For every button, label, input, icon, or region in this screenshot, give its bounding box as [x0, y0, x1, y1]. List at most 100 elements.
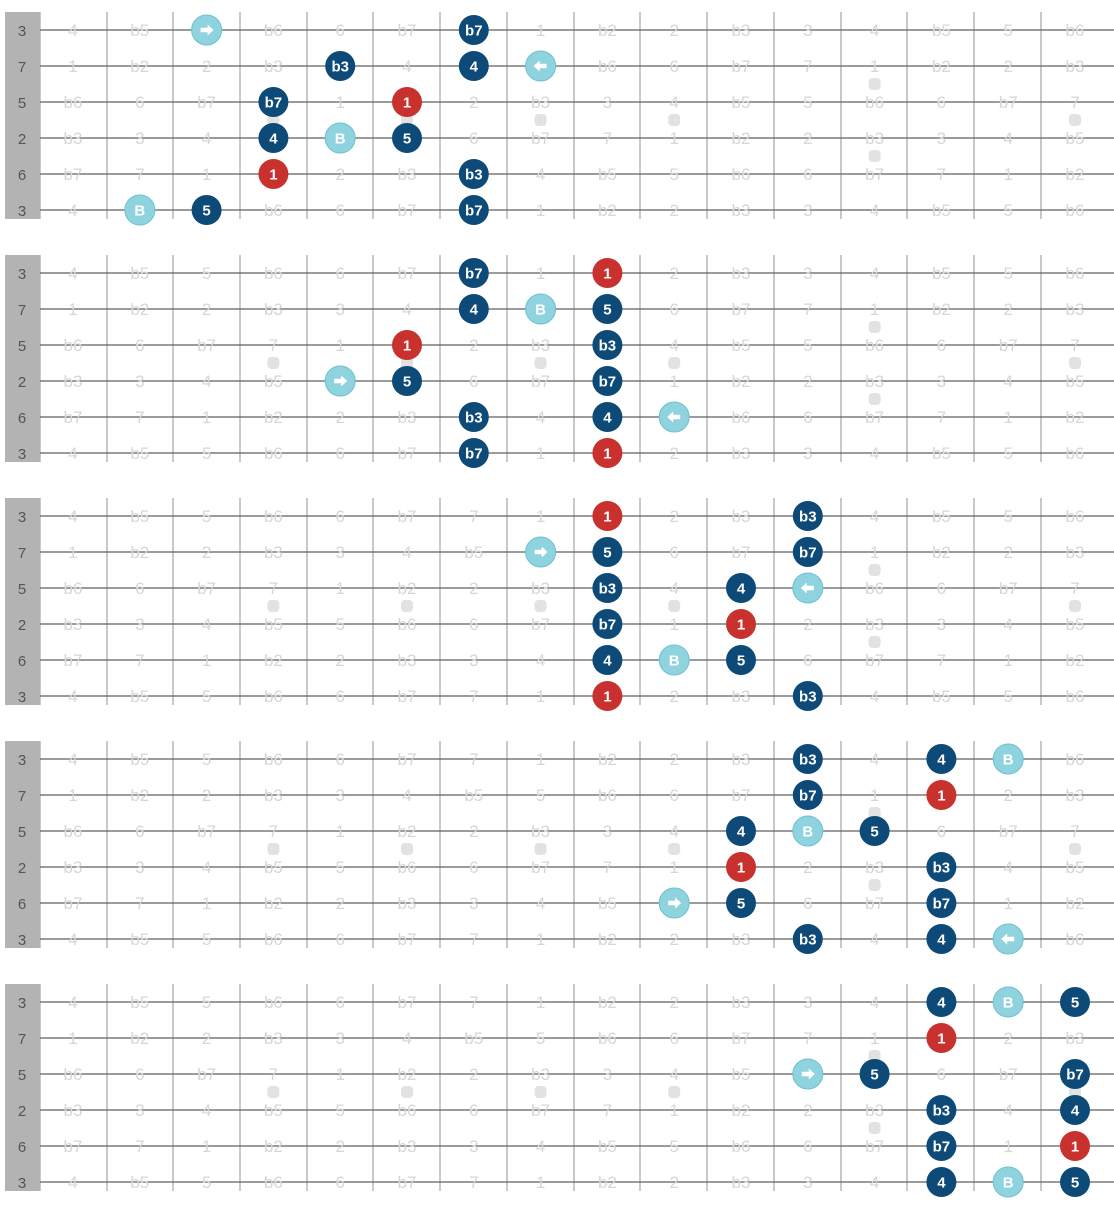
scale-note-dot: b3	[926, 852, 957, 882]
faded-interval-label: b2	[598, 993, 617, 1012]
string-tuning-label: 3	[18, 689, 26, 706]
note-label: b3	[933, 860, 951, 877]
faded-interval-label: b5	[130, 993, 149, 1012]
faded-interval-label: 2	[335, 651, 344, 670]
faded-interval-label: 1	[536, 750, 545, 769]
string-tuning-label: 2	[18, 1103, 26, 1120]
faded-interval-label: b5	[264, 1101, 283, 1120]
faded-interval-label: 6	[469, 858, 478, 877]
fretboard-diagram-3: 3 7 5 2 6 3 4 b5 5 b6 6 b7 7 1 b2 2 b3 3 4 b5 5 b6 1 b2 2 b3 3 4 b5 5…	[0, 492, 1114, 711]
faded-interval-label: b5	[464, 1029, 483, 1048]
faded-interval-label: 4	[536, 894, 545, 913]
faded-interval-label: 2	[202, 57, 211, 76]
faded-interval-label: 2	[669, 21, 678, 40]
faded-interval-label: 3	[937, 129, 946, 148]
faded-interval-label: b5	[932, 444, 951, 463]
scale-note-dot: b7	[458, 258, 489, 288]
faded-interval-label: b6	[865, 579, 884, 598]
fret-inlay-dot	[1069, 600, 1081, 612]
faded-interval-label: 6	[469, 615, 478, 634]
fret-inlay-dot	[668, 357, 681, 369]
faded-interval-label: 5	[202, 687, 211, 706]
faded-interval-label: b5	[1066, 858, 1085, 877]
faded-interval-label: 2	[1003, 543, 1012, 562]
faded-interval-label: b3	[264, 543, 283, 562]
scale-note-dot: b7	[592, 366, 623, 396]
faded-interval-label: b6	[598, 1029, 617, 1048]
faded-interval-label: b3	[1066, 786, 1085, 805]
faded-interval-label: 7	[603, 858, 612, 877]
fret-inlay-dot	[868, 393, 881, 405]
faded-interval-label: b5	[932, 201, 951, 220]
faded-interval-label: b6	[264, 1173, 283, 1192]
faded-interval-label: 1	[202, 1137, 211, 1156]
faded-interval-label: b3	[732, 201, 751, 220]
faded-interval-label: b3	[1066, 543, 1085, 562]
faded-interval-label: 4	[68, 507, 77, 526]
faded-interval-label: b7	[865, 894, 884, 913]
faded-interval-label: b2	[598, 1173, 617, 1192]
scale-note-dot: 5	[392, 123, 422, 153]
faded-interval-label: b2	[130, 57, 149, 76]
scale-note-dot: 4	[926, 987, 957, 1017]
faded-interval-label: 2	[803, 858, 812, 877]
scale-note-dot: b7	[458, 15, 489, 45]
fret-inlay-dot	[868, 807, 881, 819]
faded-interval-label: 4	[402, 786, 411, 805]
faded-interval-label: b7	[531, 615, 550, 634]
fret-inlay-dot	[668, 114, 681, 126]
faded-interval-label: b6	[64, 1065, 83, 1084]
faded-interval-label: 4	[870, 444, 879, 463]
scale-note-dot: 4	[458, 294, 489, 324]
faded-interval-label: b2	[264, 894, 283, 913]
note-label: b3	[933, 1103, 951, 1120]
faded-interval-label: b2	[732, 129, 751, 148]
note-label: 1	[937, 1031, 945, 1048]
faded-interval-label: b3	[531, 93, 550, 112]
faded-interval-label: 1	[68, 1029, 77, 1048]
scale-note-dot: b7	[458, 195, 489, 225]
faded-interval-label: b3	[865, 1101, 884, 1120]
faded-interval-label: 1	[68, 300, 77, 319]
faded-interval-label: b7	[732, 57, 751, 76]
faded-interval-label: b5	[464, 543, 483, 562]
note-label: 1	[937, 788, 945, 805]
blue-note-label: B	[669, 653, 680, 670]
faded-interval-label: b7	[398, 1173, 417, 1192]
faded-interval-label: 5	[335, 615, 344, 634]
faded-interval-label: 3	[135, 1101, 144, 1120]
faded-interval-label: 4	[202, 858, 211, 877]
faded-interval-label: 7	[1070, 336, 1079, 355]
faded-interval-label: 1	[202, 651, 211, 670]
fretboard-diagram-5: 3 7 5 2 6 3 4 b5 5 b6 6 b7 7 1 b2 2 b3 3 4 b5 5 b6 1 b2 2 b3 3 4 b5 5…	[0, 978, 1114, 1198]
faded-interval-label: b5	[264, 615, 283, 634]
faded-interval-label: 6	[803, 894, 812, 913]
note-label: 5	[870, 824, 878, 841]
note-label: 4	[937, 1175, 946, 1192]
faded-interval-label: 6	[335, 507, 344, 526]
faded-interval-label: 4	[68, 750, 77, 769]
note-label: 1	[603, 446, 611, 463]
faded-interval-label: 3	[135, 129, 144, 148]
note-label: 5	[1071, 1175, 1079, 1192]
faded-interval-label: 5	[202, 993, 211, 1012]
faded-interval-label: b5	[932, 21, 951, 40]
faded-interval-label: 1	[335, 336, 344, 355]
scale-note-dot: 5	[392, 366, 422, 396]
faded-interval-label: 4	[870, 264, 879, 283]
faded-interval-label: b3	[64, 129, 83, 148]
faded-interval-label: b3	[1066, 300, 1085, 319]
faded-interval-label: b7	[64, 408, 83, 427]
faded-interval-label: 6	[669, 57, 678, 76]
faded-interval-label: b3	[865, 372, 884, 391]
faded-interval-label: 1	[870, 300, 879, 319]
faded-interval-label: b6	[398, 1101, 417, 1120]
faded-interval-label: 6	[135, 336, 144, 355]
faded-interval-label: 4	[536, 1137, 545, 1156]
blue-note-label: B	[335, 131, 346, 148]
faded-interval-label: 7	[269, 1065, 278, 1084]
faded-interval-label: 2	[1003, 57, 1012, 76]
nut-column	[5, 741, 40, 948]
faded-interval-label: 5	[202, 750, 211, 769]
faded-interval-label: b5	[464, 786, 483, 805]
